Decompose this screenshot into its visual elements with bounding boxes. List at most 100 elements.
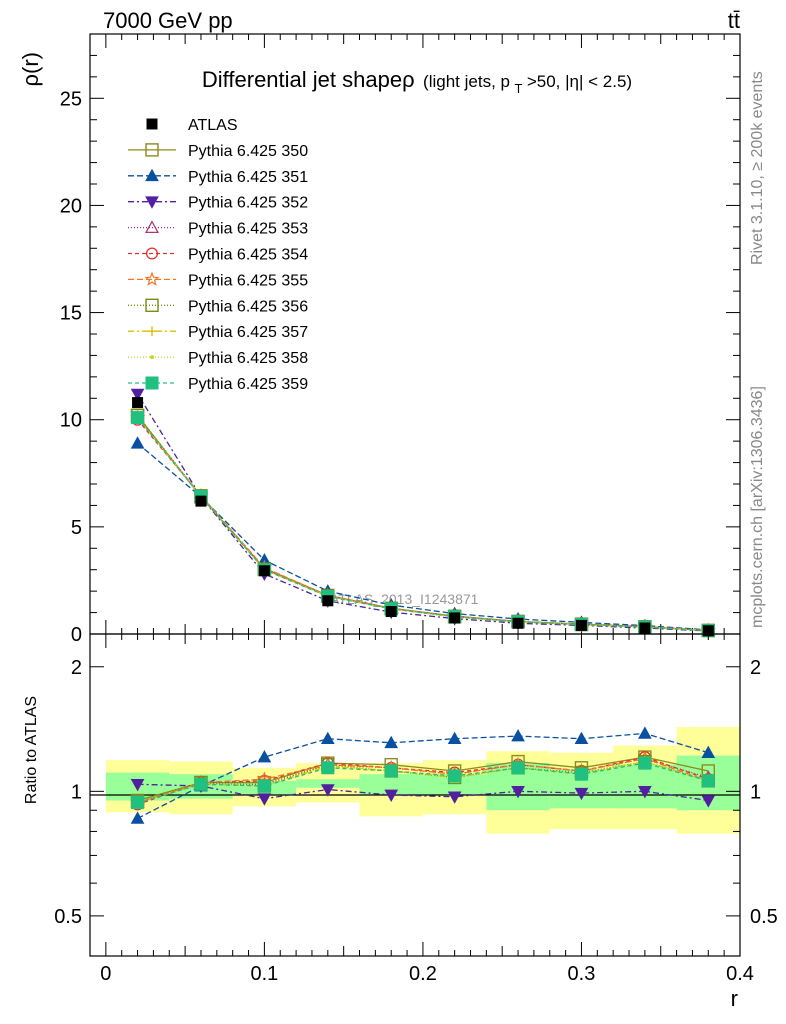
atlas-point: [575, 619, 587, 631]
xtick-label: 0: [100, 963, 111, 985]
xtick-label: 0.2: [409, 963, 437, 985]
ratio-series-point: [574, 787, 589, 801]
ratio-series-point: [638, 756, 652, 770]
ratio-ytick-label-right: 1: [750, 781, 761, 803]
legend-marker: [144, 220, 160, 233]
energy-label: 7000 GeV pp: [103, 8, 233, 33]
legend-label: Pythia 6.425 351: [188, 169, 308, 186]
ratio-series-line: [137, 756, 709, 806]
main-panel: 0 5 10 15 20 25 ρ(r) Differential jet shapeρ …: [18, 33, 741, 646]
series-line: [137, 417, 709, 632]
ratio-series-line: [137, 783, 709, 802]
ratio-series-point: [701, 745, 716, 758]
legend-marker: [145, 376, 159, 390]
ratio-series-point: [384, 789, 399, 802]
ratio-panel-frame: [89, 633, 741, 957]
legend-label: Pythia 6.425 358: [188, 350, 308, 367]
atlas-point: [258, 565, 270, 577]
main-ytick-label: 25: [60, 88, 82, 110]
ratio-series-point: [448, 769, 462, 783]
ratio-series-point: [384, 735, 399, 749]
ratio-series-9: [131, 756, 715, 809]
legend-label: Pythia 6.425 356: [188, 298, 308, 315]
legend-label: Pythia 6.425 355: [188, 272, 308, 289]
rivet-label: Rivet 3.1.10, ≥ 200k events: [749, 71, 766, 265]
ratio-ytick-labels: 0.5 0.5 1 1 2 2: [54, 657, 778, 928]
ratio-ytick-label: 0.5: [54, 906, 82, 928]
series-line: [137, 393, 709, 632]
main-ytick-label: 10: [60, 410, 82, 432]
ratio-series-point: [447, 731, 462, 745]
main-ytick-labels: 0 5 10 15 20 25: [60, 88, 82, 646]
legend: ATLAS Pythia 6.425 350 Pythia 6.425 351 Pyt…: [128, 117, 308, 393]
legend-label: Pythia 6.425 359: [188, 376, 308, 393]
ratio-series-point: [321, 761, 335, 775]
ratio-series-point: [194, 777, 208, 791]
band-stat: [422, 774, 487, 795]
legend-label: Pythia 6.425 354: [188, 247, 308, 264]
ratio-series-point: [701, 774, 715, 788]
ratio-series-point: [574, 731, 589, 745]
ratio-ytick-label-right: 2: [750, 657, 761, 679]
xaxis-label: r: [731, 986, 738, 1011]
ratio-series-point: [320, 731, 335, 745]
ratio-series-point: [574, 767, 588, 781]
ratio-series-point: [131, 795, 145, 809]
ratio-panel: 0.5 0.51 12 2 0 0.1 0.2 0.3 0.4 Ratio to ATLAS …: [23, 633, 778, 1011]
ratio-series-line: [137, 756, 709, 802]
mcplots-label: mcplots.cern.ch [arXiv:1306.3436]: [749, 386, 766, 628]
band-stat: [359, 774, 423, 795]
legend-label: Pythia 6.425 350: [188, 143, 308, 160]
process-label: tt̄: [728, 8, 740, 33]
main-ylabel: ρ(r): [18, 52, 43, 87]
xtick-label: 0.4: [726, 963, 754, 985]
ratio-ytick-label: 2: [71, 657, 82, 679]
legend-label: Pythia 6.425 353: [188, 221, 308, 238]
ratio-axis-ticks: [90, 634, 741, 957]
series-point: [130, 436, 145, 449]
series-point: [131, 411, 145, 425]
legend-marker: [145, 143, 159, 157]
ratio-series-line: [137, 760, 709, 802]
main-ytick-label: 5: [71, 517, 82, 539]
atlas-point: [449, 612, 461, 624]
ratio-series-point: [511, 729, 525, 742]
ratio-ytick-label-right: 0.5: [750, 906, 778, 928]
ratio-series-point: [384, 764, 398, 778]
ratio-ytick-label: 1: [71, 781, 82, 803]
analysis-watermark: ATLAS_2013_I1243871: [330, 591, 479, 607]
legend-marker: [147, 326, 157, 336]
atlas-point: [195, 495, 207, 507]
ratio-ylabel: Ratio to ATLAS: [23, 696, 40, 804]
ratio-series-point: [257, 750, 272, 763]
legend-label: Pythia 6.425 352: [188, 195, 308, 212]
atlas-point: [132, 397, 144, 409]
legend-marker: [145, 196, 159, 209]
main-ytick-label: 0: [71, 624, 82, 646]
ratio-series-point: [511, 786, 525, 799]
chart-title: Differential jet shapeρ (light jets, p T…: [202, 67, 632, 97]
legend-label: Pythia 6.425 357: [188, 324, 308, 341]
xtick-label: 0.3: [568, 963, 596, 985]
ratio-series-point: [447, 791, 462, 804]
legend-marker: [144, 271, 160, 286]
main-ytick-label: 20: [60, 195, 82, 217]
legend-marker: [145, 247, 159, 260]
ratio-series-point: [511, 761, 525, 775]
series-point: [130, 388, 145, 402]
ratio-series-point: [257, 779, 271, 793]
ratio-series-group: [130, 726, 716, 824]
band-stat: [296, 779, 360, 788]
atlas-point: [512, 617, 524, 629]
ratio-series-line: [137, 762, 709, 804]
ratio-series-line: [137, 757, 709, 804]
legend-marker: [145, 298, 159, 312]
ratio-series-point: [257, 793, 272, 806]
atlas-point: [385, 606, 397, 617]
xtick-label: 0.1: [250, 963, 278, 985]
legend-label-atlas: ATLAS: [188, 117, 238, 134]
atlas-data: [132, 397, 714, 637]
ratio-series-point: [320, 784, 335, 797]
main-series-group: [130, 388, 716, 639]
ratio-series-point: [130, 811, 145, 824]
